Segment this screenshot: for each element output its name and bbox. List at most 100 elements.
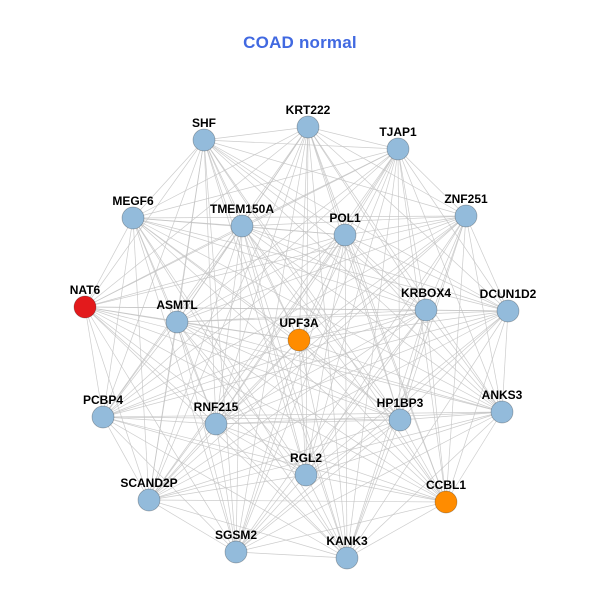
edge-ANKS3-RGL2: [305, 411, 503, 476]
edge-NAT6-RGL2: [84, 306, 307, 476]
edge-SHF-TMEM150A: [203, 139, 243, 227]
edge-TMEM150A-RNF215: [215, 225, 243, 425]
node-SCAND2P: [137, 488, 161, 512]
edge-KRBOX4-CCBL1: [425, 309, 447, 503]
edge-TJAP1-ZNF251: [397, 148, 467, 217]
edge-HP1BP3-KANK3: [346, 419, 401, 559]
edge-POL1-KRBOX4: [344, 234, 427, 311]
edge-RNF215-HP1BP3: [215, 419, 401, 425]
edge-KRT222-HP1BP3: [307, 126, 401, 421]
edge-KRT222-UPF3A: [298, 126, 309, 341]
edge-UPF3A-RGL2: [298, 339, 307, 476]
edge-KRBOX4-HP1BP3: [399, 309, 427, 421]
edge-SHF-NAT6: [84, 139, 205, 308]
edge-UPF3A-ANKS3: [298, 339, 503, 413]
node-HP1BP3: [388, 408, 412, 432]
edge-DCUN1D2-RNF215: [215, 310, 509, 425]
edge-NAT6-SGSM2: [84, 306, 237, 553]
node-DCUN1D2: [496, 299, 520, 323]
edge-RGL2-CCBL1: [305, 474, 447, 503]
edge-ANKS3-KANK3: [346, 411, 503, 559]
edge-DCUN1D2-PCBP4: [102, 310, 509, 418]
edge-RGL2-KANK3: [305, 474, 348, 559]
edge-HP1BP3-SCAND2P: [148, 419, 401, 501]
edge-DCUN1D2-UPF3A: [298, 310, 509, 341]
edge-ASMTL-PCBP4: [102, 321, 178, 418]
edge-HP1BP3-CCBL1: [399, 419, 447, 503]
edge-KRT222-ANKS3: [307, 126, 503, 413]
edge-KRBOX4-UPF3A: [298, 309, 427, 341]
edge-DCUN1D2-ANKS3: [501, 310, 509, 413]
node-label-ASMTL: ASMTL: [156, 298, 197, 312]
node-label-SCAND2P: SCAND2P: [120, 476, 177, 490]
edge-NAT6-PCBP4: [84, 306, 104, 418]
edge-UPF3A-KANK3: [298, 339, 348, 559]
edge-TMEM150A-ANKS3: [241, 225, 503, 413]
edge-RGL2-SCAND2P: [148, 474, 307, 501]
edge-ASMTL-RNF215: [176, 321, 217, 425]
edge-TMEM150A-ZNF251: [241, 215, 467, 227]
edge-ASMTL-DCUN1D2: [176, 310, 509, 323]
edge-SHF-ZNF251: [203, 139, 467, 217]
edge-SHF-HP1BP3: [203, 139, 401, 421]
edge-RNF215-RGL2: [215, 423, 307, 476]
edge-POL1-RNF215: [215, 234, 346, 425]
node-SGSM2: [224, 540, 248, 564]
edge-DCUN1D2-SGSM2: [235, 310, 509, 553]
edge-TJAP1-DCUN1D2: [397, 148, 509, 312]
node-POL1: [333, 223, 357, 247]
edge-ASMTL-ANKS3: [176, 321, 503, 413]
edge-SGSM2-KANK3: [235, 551, 348, 559]
edge-RGL2-SGSM2: [235, 474, 307, 553]
node-label-KRT222: KRT222: [286, 103, 331, 117]
edge-PCBP4-SCAND2P: [102, 416, 150, 501]
edge-RNF215-CCBL1: [215, 423, 447, 503]
edge-TJAP1-SGSM2: [235, 148, 399, 553]
edge-ANKS3-SCAND2P: [148, 411, 503, 501]
edge-KRT222-TJAP1: [307, 126, 399, 150]
edge-HP1BP3-ANKS3: [399, 411, 503, 421]
node-label-SGSM2: SGSM2: [215, 528, 257, 542]
edge-MEGF6-CCBL1: [132, 217, 447, 503]
edge-POL1-SCAND2P: [148, 234, 346, 501]
node-RNF215: [204, 412, 228, 436]
edge-KRBOX4-SCAND2P: [148, 309, 427, 501]
edge-ANKS3-CCBL1: [445, 411, 503, 503]
node-RGL2: [294, 463, 318, 487]
edge-POL1-CCBL1: [344, 234, 447, 503]
node-KRBOX4: [414, 298, 438, 322]
edge-ASMTL-SCAND2P: [148, 321, 178, 501]
edge-SHF-MEGF6: [132, 139, 205, 219]
node-KANK3: [335, 546, 359, 570]
node-label-TMEM150A: TMEM150A: [210, 202, 274, 216]
edge-POL1-ZNF251: [344, 215, 467, 236]
edge-MEGF6-DCUN1D2: [132, 217, 509, 312]
edge-TMEM150A-HP1BP3: [241, 225, 401, 421]
edge-ZNF251-RGL2: [305, 215, 467, 476]
edge-TJAP1-PCBP4: [102, 148, 399, 418]
node-label-DCUN1D2: DCUN1D2: [480, 287, 537, 301]
edge-SHF-TJAP1: [203, 139, 399, 150]
edge-PCBP4-RGL2: [102, 416, 307, 476]
node-label-NAT6: NAT6: [70, 283, 101, 297]
node-label-RNF215: RNF215: [194, 400, 239, 414]
edge-RNF215-ANKS3: [215, 411, 503, 425]
edge-KRBOX4-RNF215: [215, 309, 427, 425]
edge-PCBP4-HP1BP3: [102, 416, 401, 421]
edge-TMEM150A-POL1: [241, 225, 346, 236]
node-MEGF6: [121, 206, 145, 230]
edge-MEGF6-NAT6: [84, 217, 134, 308]
node-TJAP1: [386, 137, 410, 161]
edge-KRT222-ZNF251: [307, 126, 467, 217]
edge-ASMTL-SGSM2: [176, 321, 237, 553]
edge-CCBL1-SGSM2: [235, 501, 447, 553]
edge-ASMTL-KRBOX4: [176, 309, 427, 323]
node-label-ZNF251: ZNF251: [444, 192, 488, 206]
edge-DCUN1D2-SCAND2P: [148, 310, 509, 501]
edge-KRT222-PCBP4: [102, 126, 309, 418]
edge-TMEM150A-SGSM2: [235, 225, 243, 553]
edge-TJAP1-ANKS3: [397, 148, 503, 413]
edge-ZNF251-SGSM2: [235, 215, 467, 553]
